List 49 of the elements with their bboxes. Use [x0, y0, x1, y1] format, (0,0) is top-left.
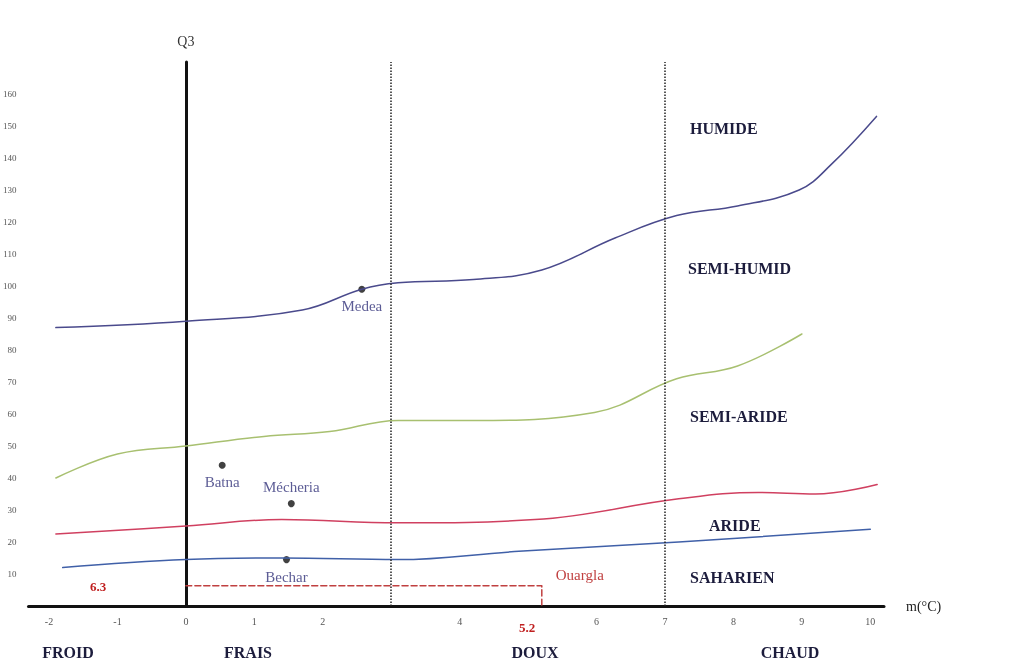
- x-tick-label: 1: [251, 615, 257, 627]
- annotation: ARIDE: [709, 516, 761, 534]
- line-series: [55, 115, 878, 329]
- annotation: SEMI-HUMID: [688, 259, 792, 277]
- x-axis-title: m(°C): [906, 598, 942, 615]
- annotation: 6.3: [89, 578, 107, 594]
- y-tick-label: 10: [7, 569, 17, 579]
- y-tick-label: 30: [7, 505, 17, 515]
- x-tick-label: 2: [320, 615, 326, 627]
- series-label: Mécheria: [262, 478, 320, 495]
- series-label: Ouargla: [555, 567, 605, 584]
- y-tick-label: 80: [7, 345, 17, 355]
- x-tick-label: 10: [865, 615, 876, 627]
- x-tick-label: 7: [662, 615, 668, 627]
- x-tick-label: 9: [799, 615, 805, 627]
- annotation: SAHARIEN: [690, 568, 775, 586]
- y-tick-label: 100: [3, 281, 17, 291]
- text: FRAIS: [223, 643, 273, 661]
- point: [218, 461, 226, 469]
- x-tick-label: 8: [730, 615, 736, 627]
- series-label: Medea: [341, 298, 383, 315]
- x-tick-label: -1: [113, 615, 122, 627]
- y-tick-label: 40: [7, 473, 17, 483]
- y-tick-label: 160: [3, 89, 17, 99]
- series-label: Bechar: [265, 568, 308, 585]
- y-tick-label: 70: [7, 377, 17, 387]
- point: [287, 500, 295, 508]
- x-tick-label: 0: [183, 615, 189, 627]
- text: CHAUD: [760, 643, 820, 661]
- text: 5.2: [518, 619, 536, 635]
- y-tick-label: 110: [3, 249, 17, 259]
- series-label: Batna: [204, 474, 241, 491]
- annotation: SEMI-ARIDE: [690, 407, 788, 425]
- y-tick-label: 120: [3, 217, 17, 227]
- y-tick-label: 50: [7, 441, 17, 451]
- y-tick-label: 90: [7, 313, 17, 323]
- y-axis-title: Q3: [177, 33, 195, 49]
- y-tick-label: 20: [7, 537, 17, 547]
- y-tick-label: 130: [3, 185, 17, 195]
- text: DOUX: [511, 643, 559, 661]
- y-tick-label: 150: [3, 121, 17, 131]
- y-tick-label: 140: [3, 153, 17, 163]
- x-tick-label: -2: [44, 615, 54, 627]
- text: FROID: [42, 643, 94, 661]
- x-tick-label: 6: [594, 615, 600, 627]
- y-tick-label: 60: [7, 409, 17, 419]
- annotation: HUMIDE: [690, 119, 758, 137]
- x-tick-label: 4: [457, 615, 463, 627]
- line-series: [55, 333, 803, 479]
